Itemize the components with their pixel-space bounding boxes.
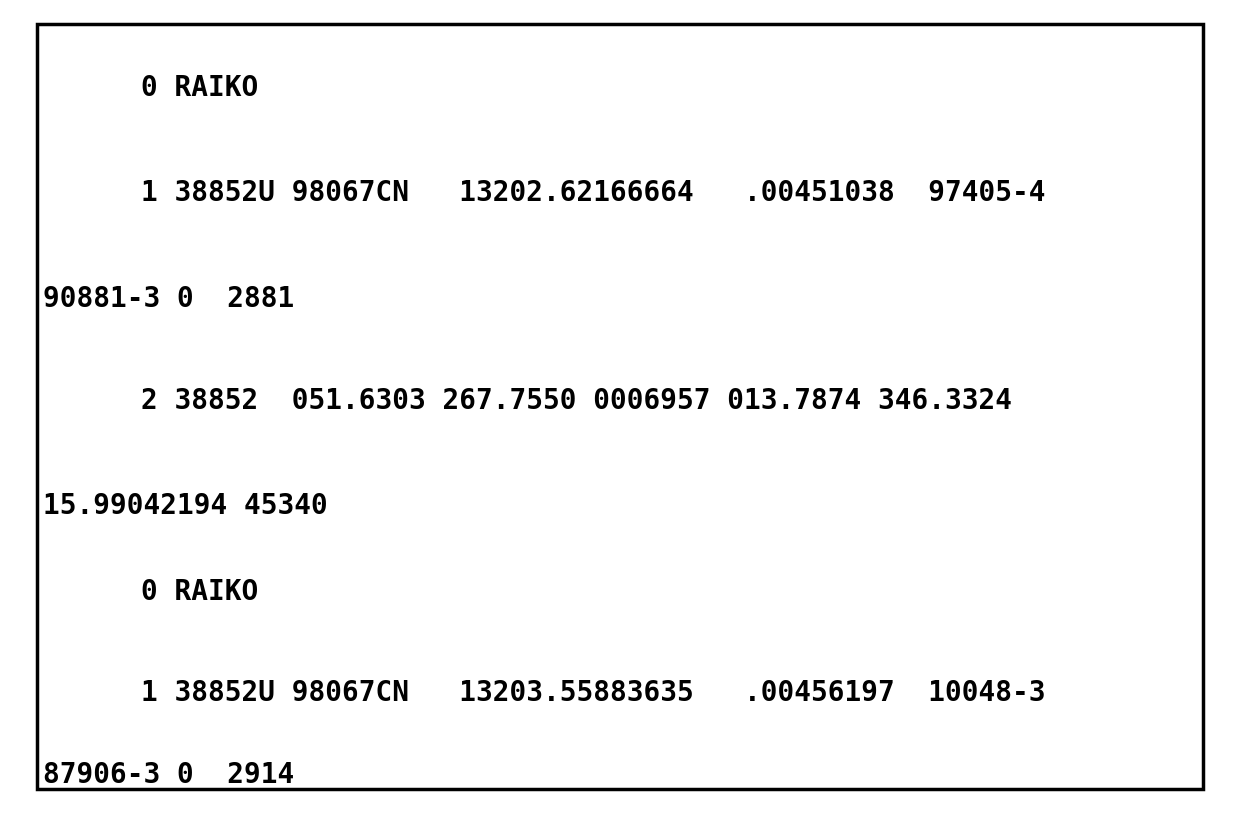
Text: 0 RAIKO: 0 RAIKO — [74, 578, 259, 606]
Text: 0 RAIKO: 0 RAIKO — [74, 74, 259, 102]
Text: 15.99042194 45340: 15.99042194 45340 — [43, 493, 329, 520]
Text: 87906-3 0  2914: 87906-3 0 2914 — [43, 761, 295, 789]
Text: 1 38852U 98067CN   13202.62166664   .00451038  97405-4: 1 38852U 98067CN 13202.62166664 .0045103… — [74, 180, 1045, 207]
Text: 2 38852  051.6303 267.7550 0006957 013.7874 346.3324: 2 38852 051.6303 267.7550 0006957 013.78… — [74, 387, 1012, 415]
Text: 1 38852U 98067CN   13203.55883635   .00456197  10048-3: 1 38852U 98067CN 13203.55883635 .0045619… — [74, 680, 1045, 707]
Text: 90881-3 0  2881: 90881-3 0 2881 — [43, 285, 295, 313]
